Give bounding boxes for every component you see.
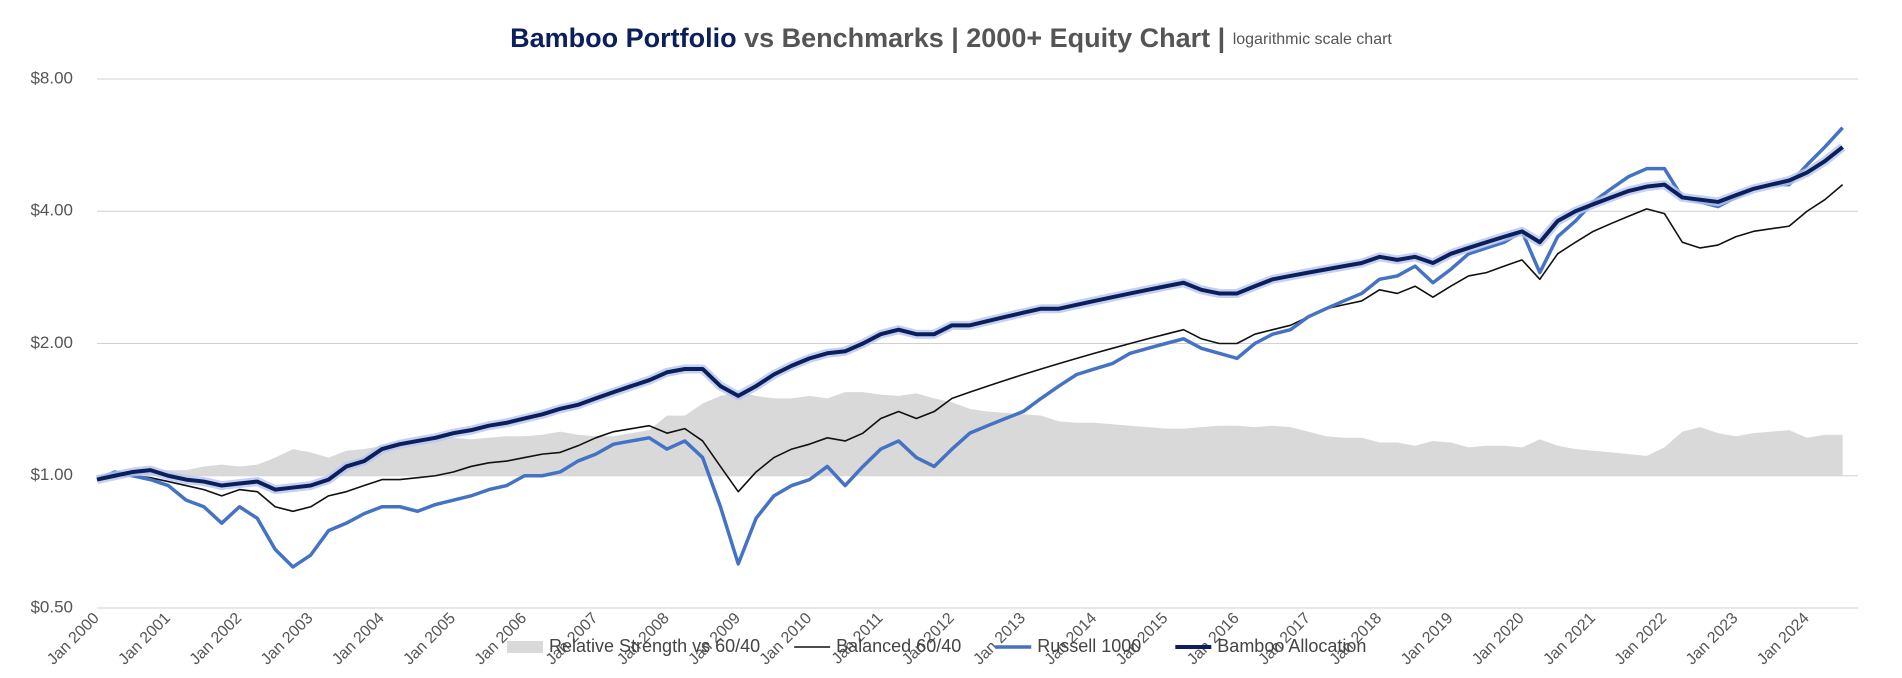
- x-tick-label: Jan 2005: [400, 610, 459, 669]
- chart-title: Bamboo Portfolio vs Benchmarks | 2000+ E…: [510, 23, 1392, 53]
- series-line: [96, 126, 1844, 569]
- legend-swatch: [507, 641, 543, 653]
- x-tick-label: Jan 2010: [757, 610, 816, 669]
- y-tick-label: $8.00: [30, 68, 73, 87]
- x-tick-label: Jan 2021: [1540, 610, 1599, 669]
- y-tick-label: $4.00: [30, 201, 73, 220]
- x-tick-label: Jan 2002: [187, 610, 246, 669]
- legend-label: Bamboo Allocation: [1217, 636, 1366, 656]
- title-rest: vs Benchmarks | 2000+ Equity Chart |: [744, 23, 1225, 53]
- series-line: [96, 183, 1844, 513]
- x-tick-label: Jan 2022: [1612, 610, 1671, 669]
- x-tick-label: Jan 2006: [472, 610, 531, 669]
- x-tick-label: Jan 2000: [44, 610, 103, 669]
- x-tick-label: Jan 2004: [329, 610, 388, 669]
- subtitle: logarithmic scale chart: [1233, 31, 1393, 48]
- title-main: Bamboo Portfolio: [510, 23, 736, 53]
- x-tick-label: Jan 2003: [258, 610, 317, 669]
- y-tick-label: $0.50: [30, 597, 73, 616]
- x-tick-label: Jan 2023: [1683, 610, 1742, 669]
- y-tick-label: $2.00: [30, 333, 73, 352]
- x-tick-label: Jan 2001: [115, 610, 174, 669]
- legend-label: Russell 1000: [1037, 636, 1141, 656]
- x-tick-label: Jan 2024: [1754, 610, 1813, 669]
- x-tick-label: Jan 2019: [1398, 610, 1457, 669]
- y-tick-label: $1.00: [30, 465, 73, 484]
- series-line: [96, 145, 1844, 492]
- x-tick-label: Jan 2013: [970, 610, 1029, 669]
- legend-label: Relative Strength vs 60/40: [549, 636, 760, 656]
- x-tick-label: Jan 2020: [1469, 610, 1528, 669]
- legend-label: Balanced 60/40: [836, 636, 961, 656]
